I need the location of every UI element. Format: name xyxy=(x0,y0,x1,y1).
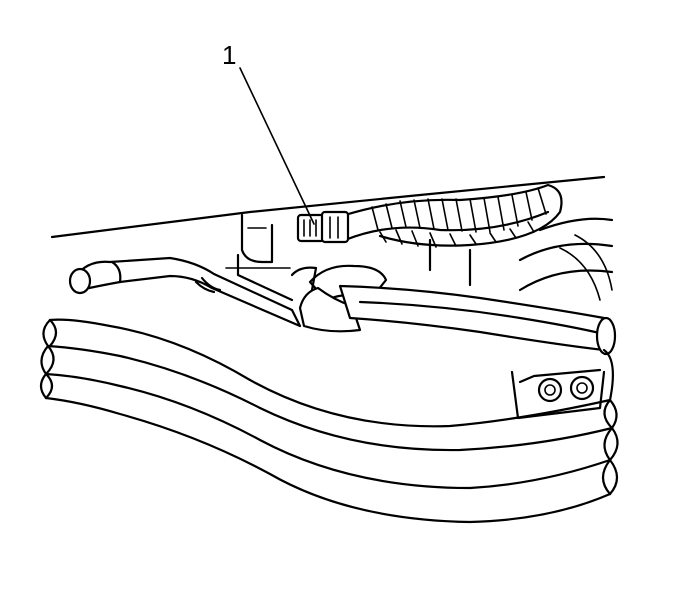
coolant-hose xyxy=(338,284,617,356)
electrical-connector xyxy=(296,210,350,244)
mounting-bracket xyxy=(225,213,294,302)
fitting-block xyxy=(510,368,606,420)
callout-leader-1 xyxy=(239,67,315,225)
callout-number-1: 1 xyxy=(222,40,236,70)
body-panel-edge xyxy=(50,175,606,239)
vacuum-hose xyxy=(68,256,302,328)
wiring-harness-conduit xyxy=(343,183,563,248)
pipe-bundle xyxy=(39,318,619,524)
